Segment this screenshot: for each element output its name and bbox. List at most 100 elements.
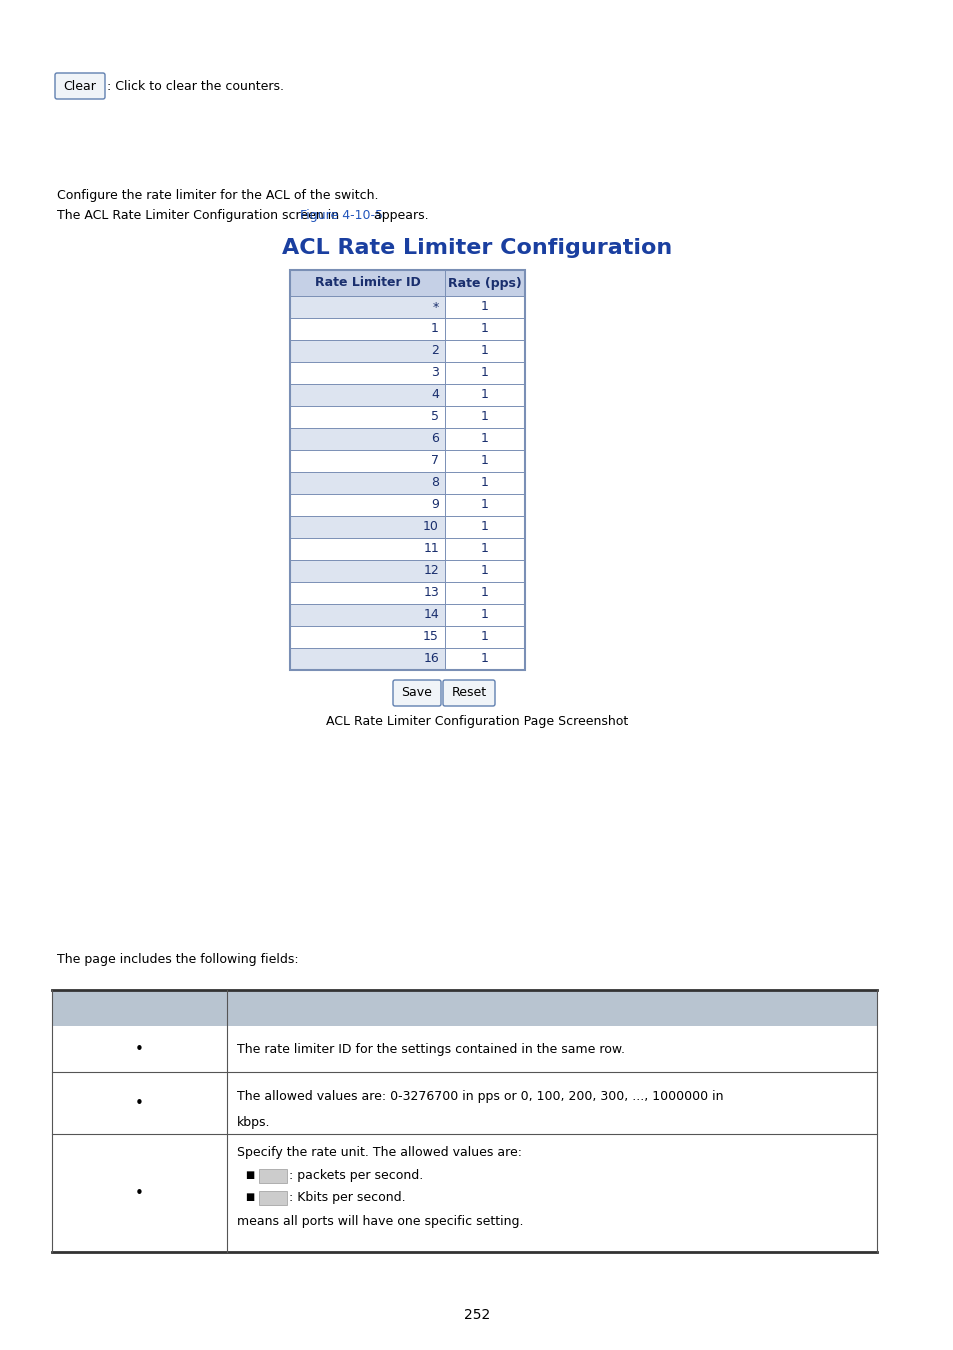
Text: 1: 1 [431,323,438,336]
Text: 4: 4 [431,389,438,401]
Text: means all ports will have one specific setting.: means all ports will have one specific s… [236,1215,523,1227]
Text: 1: 1 [480,455,489,467]
Bar [290,539,444,560]
Bar [444,340,524,362]
Bar [52,1072,227,1134]
Text: 1: 1 [480,630,489,644]
Bar [444,296,524,319]
Bar [290,296,444,319]
Bar [227,1134,876,1251]
Text: 1: 1 [480,301,489,313]
Text: 252: 252 [463,1308,490,1322]
Bar [444,362,524,383]
Text: 8: 8 [431,477,438,490]
Text: 1: 1 [480,498,489,512]
Bar [258,1169,287,1183]
Bar [290,319,444,340]
Text: 1: 1 [480,586,489,599]
Text: ■: ■ [245,1192,254,1202]
Text: Rate (pps): Rate (pps) [448,277,521,289]
Text: 1: 1 [480,344,489,358]
Bar [444,648,524,670]
Bar [290,648,444,670]
Bar [444,603,524,626]
Text: 1: 1 [480,323,489,336]
Bar [290,626,444,648]
Text: 3: 3 [431,366,438,379]
Text: ACL Rate Limiter Configuration: ACL Rate Limiter Configuration [281,238,672,258]
Bar [290,494,444,516]
Bar [444,516,524,539]
Bar [444,539,524,560]
Text: *: * [433,301,438,313]
Text: 1: 1 [480,564,489,578]
Text: 6: 6 [431,432,438,446]
FancyBboxPatch shape [55,73,105,99]
Text: Reset: Reset [451,687,486,699]
Text: 1: 1 [480,410,489,424]
Text: Specify the rate unit. The allowed values are:: Specify the rate unit. The allowed value… [236,1146,521,1160]
Text: Clear: Clear [64,80,96,93]
Text: 1: 1 [480,432,489,446]
Text: 7: 7 [431,455,438,467]
Bar [52,990,876,1026]
Text: 11: 11 [423,543,438,555]
Text: 12: 12 [423,564,438,578]
Text: kbps.: kbps. [236,1116,271,1129]
Bar [290,340,444,362]
Bar [52,1134,227,1251]
Text: •: • [135,1095,144,1111]
Bar [444,626,524,648]
Text: 15: 15 [423,630,438,644]
Text: 9: 9 [431,498,438,512]
Bar [444,560,524,582]
Text: 14: 14 [423,609,438,621]
Text: 16: 16 [423,652,438,666]
FancyBboxPatch shape [393,680,440,706]
Text: 2: 2 [431,344,438,358]
Bar [227,1026,876,1072]
Bar [444,406,524,428]
Text: 1: 1 [480,521,489,533]
Text: 1: 1 [480,389,489,401]
Bar [444,270,524,296]
Bar [444,472,524,494]
Text: : Kbits per second.: : Kbits per second. [289,1191,405,1203]
Bar [290,450,444,472]
Text: 1: 1 [480,366,489,379]
Bar [444,582,524,603]
Text: 10: 10 [423,521,438,533]
Bar [444,319,524,340]
Text: Figure 4-10-5: Figure 4-10-5 [299,208,382,221]
Text: Configure the rate limiter for the ACL of the switch.: Configure the rate limiter for the ACL o… [57,189,378,201]
Bar [52,1026,227,1072]
Bar [290,428,444,450]
Text: appears.: appears. [370,208,429,221]
Bar [290,582,444,603]
Text: 1: 1 [480,543,489,555]
Bar [258,1191,287,1206]
Text: 13: 13 [423,586,438,599]
Bar [444,428,524,450]
Bar [290,603,444,626]
Text: 1: 1 [480,609,489,621]
Text: The rate limiter ID for the settings contained in the same row.: The rate limiter ID for the settings con… [236,1042,624,1056]
Bar [290,516,444,539]
Bar [290,472,444,494]
Bar [444,494,524,516]
Bar [444,450,524,472]
Text: : packets per second.: : packets per second. [289,1169,423,1181]
Text: The page includes the following fields:: The page includes the following fields: [57,953,298,967]
Text: ACL Rate Limiter Configuration Page Screenshot: ACL Rate Limiter Configuration Page Scre… [326,716,627,729]
Bar [290,270,524,670]
Bar [290,270,444,296]
Text: Rate Limiter ID: Rate Limiter ID [314,277,420,289]
Text: •: • [135,1185,144,1200]
Text: 1: 1 [480,477,489,490]
Text: ■: ■ [245,1170,254,1180]
FancyBboxPatch shape [442,680,495,706]
Text: : Click to clear the counters.: : Click to clear the counters. [107,80,284,93]
Text: Save: Save [401,687,432,699]
Text: 5: 5 [431,410,438,424]
Text: 1: 1 [480,652,489,666]
